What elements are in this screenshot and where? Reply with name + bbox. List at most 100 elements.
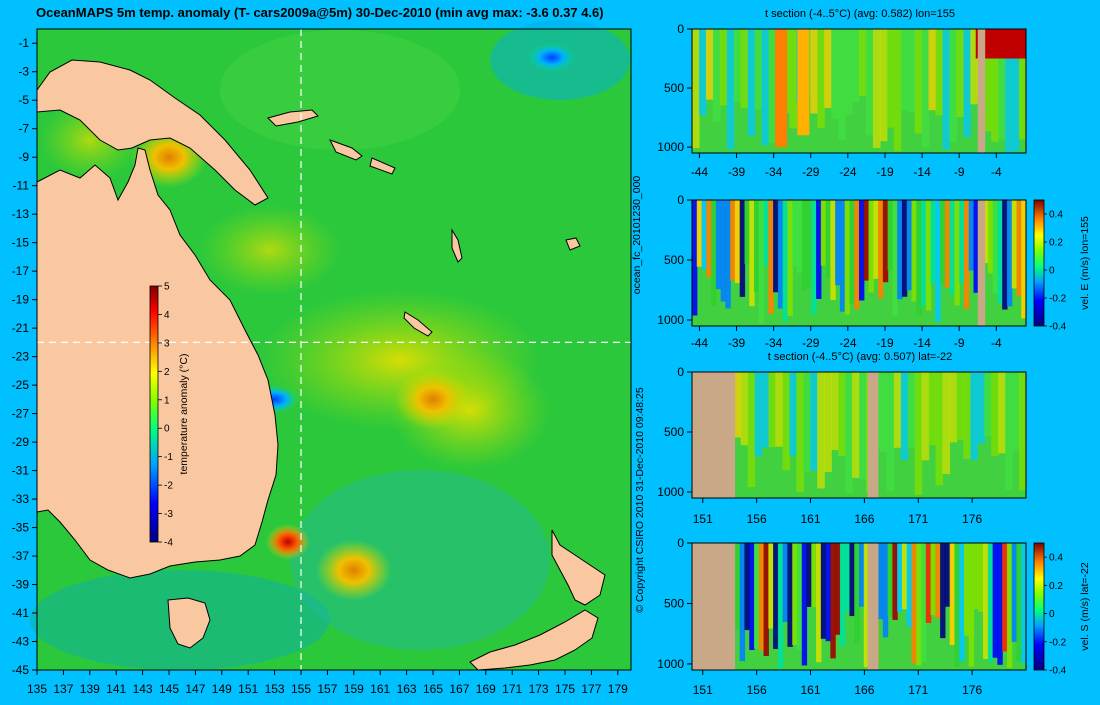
section-column [907,372,916,448]
section-column [859,200,865,301]
section-column [820,200,827,266]
section-column [914,29,923,134]
section-panel-2: -44 -39 -34 -29 -24 -19 -14 -9 -4 0 500 1000 0.4 0.2 0… [657,193,1091,350]
map-y-tick-label: -33 [12,492,30,506]
section-column [925,543,932,623]
section-column [977,372,985,444]
map-y-tick-label: -23 [12,350,30,364]
section-column [787,543,793,647]
section-column [740,29,749,109]
map-x-tick-label: 149 [212,682,232,696]
section-column [859,29,867,97]
section-column [978,543,984,612]
map-y-tick-label: -27 [12,407,30,421]
tasmania [167,597,211,649]
section-column [816,200,822,299]
map-title: OceanMAPS 5m temp. anomaly (T- cars2009a… [36,5,604,20]
colorbar-tick-label: -1 [164,452,173,463]
section-column [817,372,825,489]
section-column [983,200,989,264]
section-x-tick-label: -9 [954,165,965,179]
section-y-tick-label: 1000 [657,485,684,499]
section-column [949,372,958,443]
section-column [839,200,846,312]
section-column [844,200,851,315]
section-column [792,543,798,646]
section-title: t section (-4..5°C) (avg: 0.507) lat=-22 [768,351,952,363]
map-panel: 135 137 139 141 143 145 147 149 151 153 155 157 159 1… [12,20,632,696]
section-frame [691,199,1027,327]
section-column [1012,29,1020,152]
section-column [897,543,903,612]
velocity-colorbar-tick-label: -0.2 [1049,637,1067,648]
map-x-tick-label: 167 [449,682,469,696]
map-x-tick-label: 177 [581,682,601,696]
section-column [696,200,703,267]
section-column [911,543,917,664]
section-column [854,543,860,644]
section-column [887,200,893,271]
colorbar-tick-label: 2 [164,367,170,378]
map-x-tick-label: 159 [344,682,364,696]
section-column [944,543,951,607]
section-column [935,543,941,619]
section-column [739,200,746,297]
new-britain [267,109,319,127]
section-column [838,29,846,140]
fiji [565,237,581,251]
map-x-tick-label: 147 [185,682,205,696]
map-x-tick-label: 155 [291,682,311,696]
section-column [698,29,707,116]
section-column [740,372,749,446]
section-frame [691,371,1027,499]
section-column [831,29,839,119]
section-column [747,372,756,487]
section-column [892,200,898,316]
section-column [849,543,855,617]
warm-anomaly-patch [315,539,392,601]
map-y-tick-label: -41 [12,606,30,620]
section-x-tick-label: -24 [839,165,857,179]
map-x-tick-label: 145 [159,682,179,696]
section-x-tick-label: 156 [747,512,767,526]
map-y-tick-label: -43 [12,635,30,649]
section-column [719,29,728,106]
new-guinea [36,59,269,206]
section-column [935,29,944,116]
map-y-tick-label: -25 [12,378,30,392]
section-column [845,29,853,116]
section-column [1005,29,1013,153]
section-column [987,543,994,663]
section-column [811,200,817,315]
velocity-colorbar-tick-label: -0.4 [1049,322,1067,333]
section-y-tick-label: 1000 [657,140,684,154]
section-panel-1: -44 -39 -34 -29 -24 -19 -14 -9 -4 0 500 1000 t secti… [657,8,1027,179]
section-y-tick-label: 0 [677,536,684,550]
map-y-tick-label: -45 [12,663,30,677]
section-column [859,372,867,479]
map-x-tick-label: 165 [423,682,443,696]
section-field [692,29,1026,153]
section-column [806,543,812,607]
velocity-axis-label: vel. S (m/s) lat=-22 [1079,562,1091,651]
map-y-tick-label: -35 [12,521,30,535]
section-y-tick-label: 0 [677,193,684,207]
map-x-tick-label: 173 [529,682,549,696]
section-column [754,29,763,110]
section-column [900,29,909,111]
colorbar-tick-label: -3 [164,509,173,520]
section-column [991,372,999,456]
section-column [789,372,797,456]
section-column [1006,543,1013,668]
section-column [749,200,755,307]
section-column [811,543,817,608]
section-column [949,200,956,295]
section-x-tick-label: 166 [854,512,874,526]
velocity-colorbar-tick-label: 0.2 [1049,238,1063,249]
section-column [739,543,746,662]
section-column [968,543,975,667]
map-y-tick-label: -15 [12,236,30,250]
section-column [879,29,888,142]
section-x-tick-label: -4 [991,165,1002,179]
velocity-colorbar-tick-label: 0 [1049,609,1055,620]
